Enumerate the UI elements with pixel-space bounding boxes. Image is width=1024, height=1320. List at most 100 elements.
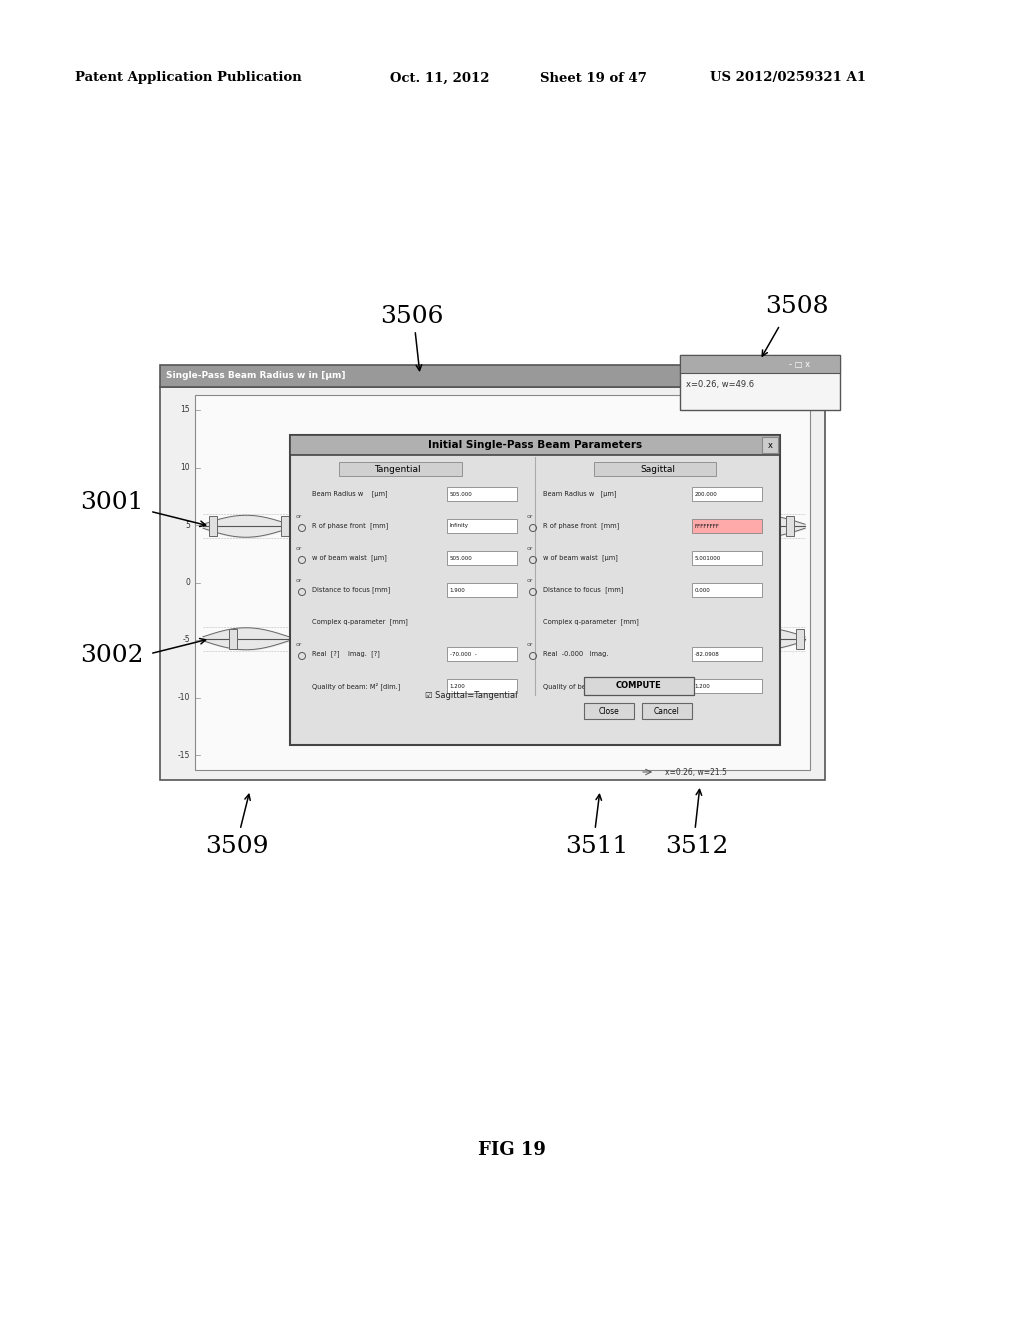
FancyBboxPatch shape	[680, 355, 840, 411]
Text: Oct. 11, 2012: Oct. 11, 2012	[390, 71, 489, 84]
FancyBboxPatch shape	[569, 516, 578, 536]
FancyBboxPatch shape	[446, 550, 517, 565]
FancyBboxPatch shape	[762, 437, 778, 453]
FancyBboxPatch shape	[584, 704, 634, 719]
Text: 505.000: 505.000	[450, 556, 472, 561]
Text: R of phase front  [mm]: R of phase front [mm]	[543, 523, 620, 529]
Text: -70.000  -: -70.000 -	[450, 652, 476, 656]
Text: 3508: 3508	[765, 294, 828, 318]
Text: US 2012/0259321 A1: US 2012/0259321 A1	[710, 71, 866, 84]
Text: 3512: 3512	[665, 836, 728, 858]
FancyBboxPatch shape	[355, 628, 362, 648]
FancyBboxPatch shape	[446, 583, 517, 597]
Text: ☑ Sagittal=Tangential: ☑ Sagittal=Tangential	[425, 690, 517, 700]
FancyBboxPatch shape	[680, 355, 840, 374]
FancyBboxPatch shape	[282, 516, 289, 536]
FancyBboxPatch shape	[498, 516, 506, 536]
Text: 1.200: 1.200	[450, 684, 466, 689]
Text: Distance to focus [mm]: Distance to focus [mm]	[312, 586, 390, 594]
FancyBboxPatch shape	[446, 647, 517, 661]
Text: Beam Radius w   [µm]: Beam Radius w [µm]	[543, 491, 616, 498]
Text: 5: 5	[185, 520, 190, 529]
FancyBboxPatch shape	[446, 519, 517, 533]
Text: -15: -15	[177, 751, 190, 759]
Text: 5.001000: 5.001000	[695, 556, 721, 561]
Text: w of beam waist  [µm]: w of beam waist [µm]	[312, 554, 387, 561]
Text: FFFFFFFF: FFFFFFFF	[695, 524, 720, 528]
Text: 505.000: 505.000	[450, 491, 472, 496]
Text: or: or	[526, 578, 534, 582]
Text: x: x	[768, 441, 772, 450]
Text: Complex q-parameter  [mm]: Complex q-parameter [mm]	[543, 619, 639, 626]
Text: Complex q-parameter  [mm]: Complex q-parameter [mm]	[312, 619, 408, 626]
Text: Quality of beam: M² [dim.]: Quality of beam: M² [dim.]	[312, 682, 400, 690]
Text: Distance to focus  [mm]: Distance to focus [mm]	[543, 586, 624, 594]
Text: x=0.26, w=49.6: x=0.26, w=49.6	[686, 380, 754, 389]
FancyBboxPatch shape	[160, 366, 825, 387]
Text: Patent Application Publication: Patent Application Publication	[75, 71, 302, 84]
FancyBboxPatch shape	[353, 516, 361, 536]
FancyBboxPatch shape	[714, 516, 722, 536]
Text: -82.0908: -82.0908	[695, 652, 720, 656]
Text: Single-Pass Beam Radius w in [µm]: Single-Pass Beam Radius w in [µm]	[166, 371, 345, 380]
FancyBboxPatch shape	[786, 516, 794, 536]
Text: 1.200: 1.200	[695, 684, 711, 689]
Text: or: or	[526, 642, 534, 647]
FancyBboxPatch shape	[425, 516, 433, 536]
Text: Tangential: Tangential	[375, 466, 421, 474]
Text: 3509: 3509	[205, 836, 268, 858]
FancyBboxPatch shape	[733, 628, 741, 648]
FancyBboxPatch shape	[339, 462, 462, 477]
Text: -10: -10	[177, 693, 190, 702]
Text: 3001: 3001	[80, 491, 143, 515]
Text: Initial Single-Pass Beam Parameters: Initial Single-Pass Beam Parameters	[428, 440, 642, 450]
FancyBboxPatch shape	[692, 583, 762, 597]
Text: 10: 10	[180, 463, 190, 473]
Text: or: or	[296, 578, 302, 582]
FancyBboxPatch shape	[160, 387, 825, 780]
FancyBboxPatch shape	[642, 516, 650, 536]
FancyBboxPatch shape	[292, 628, 300, 648]
Text: or: or	[296, 545, 302, 550]
FancyBboxPatch shape	[195, 395, 810, 770]
Text: Real  [?]    Imag.  [?]: Real [?] Imag. [?]	[312, 651, 380, 657]
Text: 0: 0	[185, 578, 190, 587]
Text: -5: -5	[182, 635, 190, 644]
Text: or: or	[526, 513, 534, 519]
Text: 15: 15	[180, 405, 190, 414]
FancyBboxPatch shape	[692, 550, 762, 565]
FancyBboxPatch shape	[607, 628, 615, 648]
Text: R of phase front  [mm]: R of phase front [mm]	[312, 523, 388, 529]
Text: 3506: 3506	[380, 305, 443, 327]
FancyBboxPatch shape	[692, 647, 762, 661]
Text: COMPUTE: COMPUTE	[616, 681, 662, 690]
Text: 3002: 3002	[80, 644, 143, 667]
Text: x=0.26, w=21.5: x=0.26, w=21.5	[665, 767, 727, 776]
FancyBboxPatch shape	[594, 462, 717, 477]
FancyBboxPatch shape	[209, 516, 217, 536]
Text: Real  -0.000   Imag.: Real -0.000 Imag.	[543, 651, 608, 657]
Text: Beam Radius w    [µm]: Beam Radius w [µm]	[312, 491, 388, 498]
Text: Sagittal: Sagittal	[640, 466, 675, 474]
FancyBboxPatch shape	[290, 436, 780, 455]
FancyBboxPatch shape	[692, 519, 762, 533]
Text: Quality of beam: M² (sq.): Quality of beam: M² (sq.)	[543, 682, 627, 690]
FancyBboxPatch shape	[446, 678, 517, 693]
FancyBboxPatch shape	[670, 628, 678, 648]
FancyBboxPatch shape	[544, 628, 552, 648]
FancyBboxPatch shape	[446, 487, 517, 502]
FancyBboxPatch shape	[796, 628, 804, 648]
Text: or: or	[526, 545, 534, 550]
Text: Infinity: Infinity	[450, 524, 469, 528]
FancyBboxPatch shape	[290, 436, 780, 744]
FancyBboxPatch shape	[418, 628, 426, 648]
Text: w of beam waist  [µm]: w of beam waist [µm]	[543, 554, 617, 561]
Text: 1.900: 1.900	[450, 587, 466, 593]
Text: Close: Close	[599, 706, 620, 715]
FancyBboxPatch shape	[584, 677, 694, 696]
Text: Sheet 19 of 47: Sheet 19 of 47	[540, 71, 647, 84]
Text: - □ x: - □ x	[790, 359, 811, 368]
Text: 200.000: 200.000	[695, 491, 718, 496]
Text: Cancel: Cancel	[654, 706, 680, 715]
Text: FIG 19: FIG 19	[478, 1140, 546, 1159]
